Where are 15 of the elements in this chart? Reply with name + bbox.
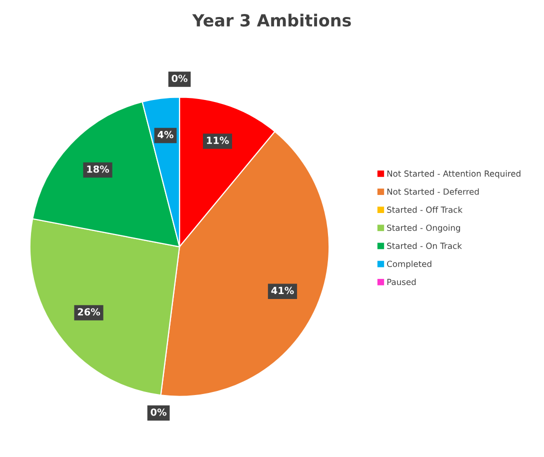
legend-label: Started - Off Track <box>387 206 463 213</box>
data-label: 11% <box>206 136 229 144</box>
legend-label: Not Started - Attention Required <box>387 170 520 178</box>
text: 0% <box>150 408 166 416</box>
data-label: 4% <box>158 130 174 138</box>
legend-label: Paused <box>387 278 416 286</box>
data-label: 26% <box>78 308 100 316</box>
text: 0% <box>172 74 188 82</box>
data-label: 41% <box>271 286 294 294</box>
legend-label: Started - Ongoing <box>387 224 460 233</box>
legend-label: Started - On Track <box>387 242 462 249</box>
legend-label: Not Started - Deferred <box>387 188 479 195</box>
legend-label: Completed <box>387 260 432 269</box>
data-label: 18% <box>87 165 110 173</box>
chart-title: Year 3 Ambitions <box>192 14 351 27</box>
